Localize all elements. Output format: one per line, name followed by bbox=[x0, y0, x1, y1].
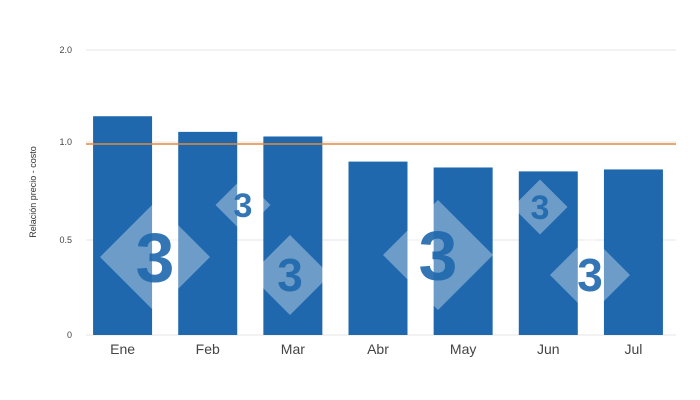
svg-text:3: 3 bbox=[277, 249, 303, 301]
y-axis-ticks: 0 0.5 1.0 2.0 bbox=[59, 45, 72, 340]
svg-text:3: 3 bbox=[577, 249, 603, 301]
svg-text:3: 3 bbox=[419, 217, 458, 295]
watermark-layer: 333 333 bbox=[100, 177, 630, 315]
y-axis-title: Relación precio - costo bbox=[28, 146, 38, 238]
bar-feb bbox=[178, 131, 238, 335]
watermark-logo: 3 bbox=[215, 177, 271, 233]
x-tick-label: May bbox=[450, 341, 476, 357]
x-tick-label: Feb bbox=[196, 341, 220, 357]
y-tick-label: 0.5 bbox=[59, 235, 72, 245]
bar-ene bbox=[93, 116, 153, 336]
x-tick-label: Ene bbox=[110, 341, 135, 357]
watermark-logo: 3 bbox=[100, 202, 210, 312]
watermark-logo: 3 bbox=[512, 179, 568, 235]
watermark-logo: 3 bbox=[383, 200, 493, 310]
y-tick-label: 0 bbox=[67, 330, 72, 340]
bar-jul bbox=[603, 169, 663, 335]
x-tick-label: Mar bbox=[281, 341, 305, 357]
y-tick-label: 2.0 bbox=[59, 45, 72, 55]
y-tick-label: 1.0 bbox=[59, 137, 72, 147]
svg-text:3: 3 bbox=[531, 189, 550, 227]
watermark-logo: 3 bbox=[250, 235, 330, 315]
x-tick-label: Jul bbox=[624, 341, 642, 357]
svg-text:3: 3 bbox=[234, 187, 253, 225]
svg-text:3: 3 bbox=[136, 219, 175, 297]
x-axis-ticks: Ene Feb Mar Abr May Jun Jul bbox=[110, 341, 642, 357]
bar-jun bbox=[518, 171, 578, 335]
bar-may bbox=[433, 167, 493, 335]
bar-abr bbox=[348, 161, 408, 335]
x-tick-label: Jun bbox=[537, 341, 560, 357]
x-tick-label: Abr bbox=[367, 341, 389, 357]
watermark-logo: 3 bbox=[550, 235, 630, 315]
bar-mar bbox=[263, 136, 323, 335]
bars bbox=[93, 116, 663, 336]
